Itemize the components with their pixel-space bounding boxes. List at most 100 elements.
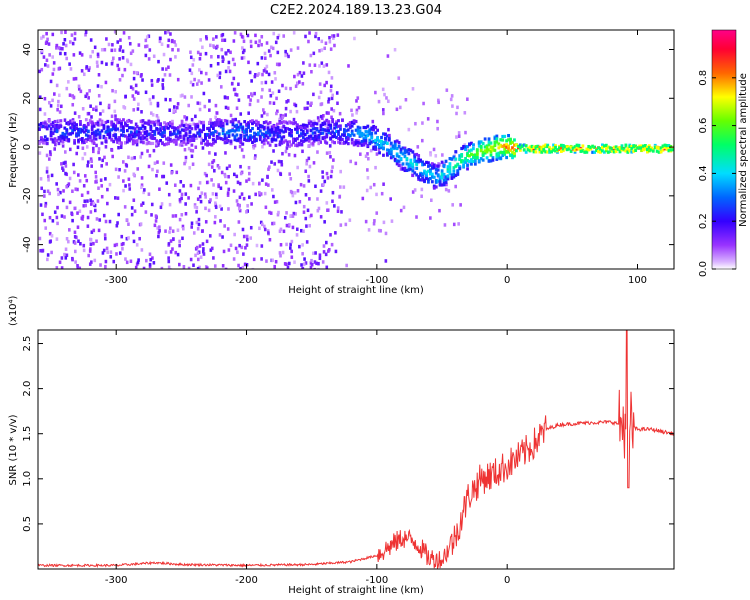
heatmap-cell <box>445 88 449 92</box>
heatmap-cell <box>151 129 155 134</box>
heatmap-cell <box>487 159 491 163</box>
heatmap-cell <box>264 131 268 135</box>
heatmap-cell <box>245 179 248 183</box>
heatmap-cell <box>323 179 327 184</box>
heatmap-cell <box>358 141 362 145</box>
heatmap-cell <box>223 38 227 42</box>
heatmap-cell <box>466 145 469 149</box>
heatmap-cell <box>45 123 49 127</box>
heatmap-cell <box>647 146 651 150</box>
heatmap-cell <box>82 184 86 188</box>
heatmap-cell <box>154 214 158 218</box>
heatmap-cell <box>158 225 161 229</box>
heatmap-cell <box>310 101 313 106</box>
heatmap-cell <box>107 105 111 110</box>
heatmap-cell <box>330 76 334 80</box>
heatmap-cell <box>511 153 514 157</box>
heatmap-cell <box>319 189 323 193</box>
heatmap-cell <box>68 200 72 205</box>
heatmap-cell <box>258 124 262 129</box>
heatmap-cell <box>112 56 115 61</box>
heatmap-cell <box>452 155 456 159</box>
heatmap-cell <box>70 33 74 37</box>
heatmap-cell <box>342 133 346 137</box>
heatmap-cell <box>450 173 454 177</box>
heatmap-cell <box>128 41 132 46</box>
heatmap-cell <box>84 33 87 37</box>
heatmap-cell <box>129 126 133 130</box>
heatmap-cell <box>73 124 76 128</box>
heatmap-cell <box>367 228 371 232</box>
heatmap-cell <box>108 128 112 132</box>
heatmap-cell <box>43 121 47 125</box>
heatmap-cell <box>172 138 176 142</box>
heatmap-cell <box>339 141 342 145</box>
heatmap-cell <box>282 125 286 129</box>
heatmap-cell <box>203 171 207 176</box>
heatmap-cell <box>644 144 647 148</box>
heatmap-cell <box>38 95 42 99</box>
heatmap-cell <box>381 87 385 92</box>
heatmap-cell <box>246 33 250 38</box>
heatmap-cell <box>287 223 291 227</box>
heatmap-cell <box>432 147 436 152</box>
heatmap-cell <box>298 70 302 75</box>
heatmap-cell <box>48 100 51 105</box>
heatmap-cell <box>90 128 94 132</box>
heatmap-cell <box>214 103 218 108</box>
colorbar-tick-label: 0.4 <box>698 165 709 181</box>
heatmap-cell <box>515 143 518 147</box>
heatmap-cell <box>170 170 173 175</box>
heatmap-cell <box>191 82 195 87</box>
heatmap-cell <box>221 32 225 37</box>
heatmap-cell <box>224 180 228 185</box>
heatmap-cell <box>178 198 182 202</box>
heatmap-cell <box>206 139 209 143</box>
heatmap-cell <box>419 173 423 177</box>
heatmap-cell <box>61 166 64 170</box>
heatmap-cell <box>291 225 295 230</box>
heatmap-cell <box>315 261 318 266</box>
heatmap-cell <box>401 152 405 156</box>
heatmap-cell <box>100 129 104 133</box>
heatmap-cell <box>569 145 573 149</box>
heatmap-cell <box>64 164 68 168</box>
heatmap-cell <box>452 169 456 173</box>
heatmap-cell <box>302 204 306 209</box>
heatmap-cell <box>198 265 201 269</box>
heatmap-cell <box>140 248 144 252</box>
heatmap-cell <box>205 173 208 178</box>
heatmap-cell <box>653 143 657 148</box>
heatmap-cell <box>448 168 452 172</box>
heatmap-cell <box>276 122 279 127</box>
heatmap-cell <box>114 124 118 128</box>
heatmap-cell <box>307 136 311 140</box>
heatmap-cell <box>434 178 438 183</box>
heatmap-cell <box>370 136 374 140</box>
heatmap-cell <box>55 182 58 186</box>
heatmap-cell <box>143 131 147 135</box>
heatmap-cell <box>195 210 198 214</box>
heatmap-cell <box>211 138 215 142</box>
heatmap-cell <box>348 125 352 129</box>
heatmap-cell <box>87 253 90 258</box>
heatmap-cell <box>180 128 184 132</box>
heatmap-cell <box>384 137 387 141</box>
heatmap-cell <box>451 104 454 108</box>
heatmap-cell <box>91 49 95 54</box>
heatmap-cell <box>113 48 117 52</box>
heatmap-cell <box>530 144 534 149</box>
heatmap-cell <box>183 161 186 166</box>
heatmap-cell <box>302 61 305 65</box>
heatmap-cell <box>397 76 401 80</box>
heatmap-cell <box>221 121 225 126</box>
heatmap-cell <box>80 53 84 57</box>
heatmap-cell <box>173 105 176 109</box>
heatmap-cell <box>175 105 179 110</box>
heatmap-cell <box>507 150 510 154</box>
heatmap-cell <box>306 208 310 213</box>
heatmap-cell <box>88 118 92 123</box>
heatmap-cell <box>134 122 138 127</box>
y-tick-label: 20 <box>22 92 33 105</box>
heatmap-cell <box>491 148 495 152</box>
